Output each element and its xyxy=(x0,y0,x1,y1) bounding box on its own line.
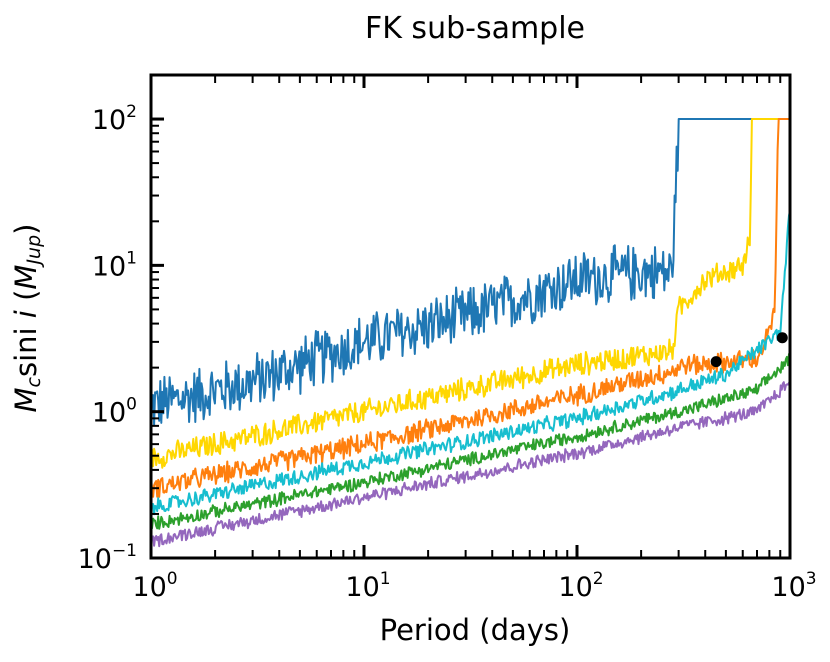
x-tick-label: 103 xyxy=(771,569,816,603)
series-line-blue xyxy=(150,118,790,426)
series-line-gold xyxy=(150,118,790,469)
series-line-green xyxy=(150,353,791,530)
y-label-paren-open: ( xyxy=(9,290,43,311)
y-tick-label: 102 xyxy=(92,102,137,136)
series-line-orange xyxy=(150,118,790,498)
y-label-msub: Jup xyxy=(23,235,45,269)
y-label-italic: i xyxy=(9,310,43,318)
y-label-mbase: M xyxy=(9,265,43,290)
y-tick-label: 101 xyxy=(92,248,137,282)
y-label-sub: c xyxy=(23,376,45,387)
series-line-cyan xyxy=(150,210,791,516)
x-tick-label: 102 xyxy=(558,569,603,603)
y-tick-label: 10−1 xyxy=(78,541,137,575)
y-axis-label-group: Mcsini i (MJup) xyxy=(9,224,45,413)
y-label-base: M xyxy=(9,387,43,412)
x-tick-label: 100 xyxy=(132,569,177,603)
series-line-purple xyxy=(150,380,791,548)
series-layer xyxy=(150,118,791,548)
x-axis-label: Period (days) xyxy=(380,613,571,647)
y-tick-label: 100 xyxy=(92,395,137,429)
chart-title: FK sub-sample xyxy=(365,11,585,46)
plot-frame xyxy=(149,73,792,560)
y-label-paren-close: ) xyxy=(9,224,43,235)
y-axis-label: Mcsini i (MJup) xyxy=(9,224,45,413)
x-tick-label: 101 xyxy=(345,569,390,603)
data-point-planet-2 xyxy=(776,332,788,344)
y-label-mid: sini xyxy=(9,318,43,377)
points-layer xyxy=(710,332,788,368)
data-point-planet-1 xyxy=(710,356,722,368)
